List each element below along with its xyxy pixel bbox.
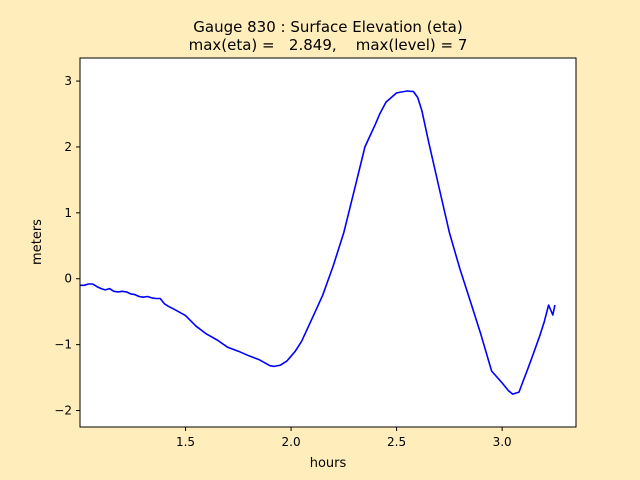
y-tick-label: 0 xyxy=(64,272,72,286)
x-axis-ticks: 1.5 2.0 2.5 3.0 xyxy=(176,427,512,449)
y-tick-label: 2 xyxy=(64,140,72,154)
y-tick-label: 3 xyxy=(64,74,72,88)
series-line-eta xyxy=(80,90,556,395)
plot-area xyxy=(80,58,576,427)
chart-title-line1: Gauge 830 : Surface Elevation (eta) xyxy=(193,18,462,36)
y-axis-label: meters xyxy=(30,219,45,265)
y-tick-label: −2 xyxy=(54,404,72,418)
y-axis-ticks: 3 2 1 0 −1 −2 xyxy=(54,74,80,418)
x-tick-label: 2.5 xyxy=(387,435,406,449)
x-tick-label: 1.5 xyxy=(176,435,195,449)
y-tick-label: −1 xyxy=(54,338,72,352)
plot-frame xyxy=(79,57,577,428)
x-axis-label: hours xyxy=(310,456,347,471)
x-tick-label: 2.0 xyxy=(282,435,301,449)
y-tick-label: 1 xyxy=(64,206,72,220)
chart-title-line2: max(eta) = 2.849, max(level) = 7 xyxy=(189,36,468,54)
x-tick-label: 3.0 xyxy=(493,435,512,449)
